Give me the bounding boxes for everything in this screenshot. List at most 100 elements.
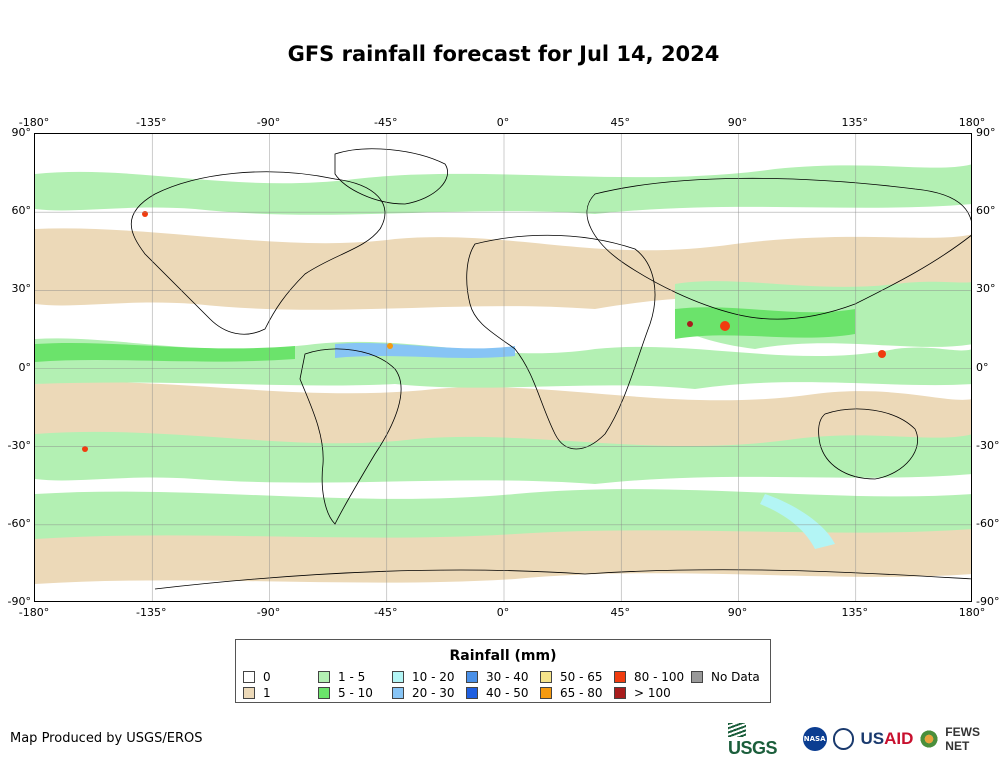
legend-swatch xyxy=(318,687,330,699)
legend-label: 65 - 80 xyxy=(560,686,603,700)
legend-label: 20 - 30 xyxy=(412,686,455,700)
legend-label: 5 - 10 xyxy=(338,686,373,700)
legend-swatch xyxy=(466,671,478,683)
rain-hotspot-south-pacific xyxy=(82,446,88,452)
legend-swatch xyxy=(243,671,255,683)
legend-swatch xyxy=(243,687,255,699)
right-lat-tick-label: 30° xyxy=(976,282,996,296)
rain-band-arctic xyxy=(35,164,971,215)
legend-item: 5 - 10 xyxy=(318,686,373,700)
antarctica-outline xyxy=(154,569,971,590)
legend-swatch xyxy=(466,687,478,699)
left-lat-tick-label: -60° xyxy=(7,516,31,530)
legend-title: Rainfall (mm) xyxy=(449,648,557,664)
legend: Rainfall (mm) 0 1 1 - 5 5 - 10 10 - 20 20 - 3… xyxy=(235,639,771,703)
rain-band-pacific-itcz xyxy=(35,342,295,362)
rain-band-southern-ocean-heavy xyxy=(760,494,835,549)
legend-swatch xyxy=(614,671,626,683)
legend-item: No Data xyxy=(691,670,760,684)
left-lat-tick-label: -30° xyxy=(7,438,31,452)
legend-swatch xyxy=(540,687,552,699)
south-america-outline xyxy=(299,348,402,525)
top-lon-tick-label: -45° xyxy=(374,116,398,129)
legend-label: 30 - 40 xyxy=(486,670,529,684)
top-lon-tick-label: 0° xyxy=(496,116,510,129)
legend-item: 65 - 80 xyxy=(540,686,603,700)
bottom-lon-tick-label: 90° xyxy=(727,606,748,619)
bottom-lon-tick-label: 0° xyxy=(496,606,510,619)
greenland-outline xyxy=(334,148,448,205)
fews-net-icon xyxy=(919,729,940,749)
legend-label: 1 - 5 xyxy=(338,670,366,684)
agency-logos: USGS NASA USAID FEWS NET xyxy=(728,722,1007,758)
rain-hotspot-arabian-sea xyxy=(687,321,693,327)
legend-label: 40 - 50 xyxy=(486,686,529,700)
usaid-logo: USAID xyxy=(860,729,914,748)
fews-net-logo: FEWS NET xyxy=(945,725,980,753)
legend-item: 30 - 40 xyxy=(466,670,529,684)
top-lon-tick-label: -90° xyxy=(256,116,281,129)
legend-label: 0 xyxy=(263,670,271,684)
rain-band-itcz xyxy=(35,338,971,389)
legend-item: 50 - 65 xyxy=(540,670,603,684)
usaid-seal-icon xyxy=(832,728,855,750)
map-title: GFS rainfall forecast for Jul 14, 2024 xyxy=(287,42,720,66)
rain-band-southern-ocean xyxy=(35,489,971,539)
right-lat-tick-label: -60° xyxy=(976,516,1000,530)
map-credit: Map Produced by USGS/EROS xyxy=(10,731,203,746)
left-lat-tick-label: 90° xyxy=(11,126,32,139)
rain-hotspot-west-pacific xyxy=(878,350,886,358)
bottom-lon-tick-label: -90° xyxy=(256,606,281,619)
bottom-lon-tick-label: 180° xyxy=(958,606,986,619)
top-lon-tick-label: 45° xyxy=(610,116,631,129)
left-lat-tick-label: -90° xyxy=(7,595,31,608)
graticule xyxy=(35,134,971,601)
asia-outline xyxy=(586,177,971,320)
legend-label: 50 - 65 xyxy=(560,670,603,684)
legend-label: 10 - 20 xyxy=(412,670,455,684)
legend-item: 1 xyxy=(243,686,271,700)
right-lat-tick-label: -30° xyxy=(976,438,1000,452)
legend-swatch xyxy=(540,671,552,683)
nasa-logo: NASA xyxy=(802,727,827,751)
usgs-wave-icon xyxy=(728,722,746,737)
africa-europe-outline xyxy=(466,234,656,450)
legend-swatch xyxy=(392,687,404,699)
bottom-lon-tick-label: 135° xyxy=(841,606,869,619)
legend-label: > 100 xyxy=(634,686,671,700)
legend-item: 20 - 30 xyxy=(392,686,455,700)
legend-item: 40 - 50 xyxy=(466,686,529,700)
right-lat-tick-label: 90° xyxy=(976,126,996,139)
top-lon-tick-label: -180° xyxy=(18,116,50,129)
rain-hotspot-alaska xyxy=(142,211,148,217)
bottom-lon-tick-label: -135° xyxy=(136,606,167,619)
top-lon-tick-label: 90° xyxy=(727,116,748,129)
usgs-logo: USGS xyxy=(728,719,797,759)
legend-swatch xyxy=(691,671,703,683)
legend-item: > 100 xyxy=(614,686,671,700)
bottom-lon-tick-label: -45° xyxy=(374,606,398,619)
bottom-lon-tick-label: -180° xyxy=(18,606,50,619)
rain-hotspot-bay-of-bengal xyxy=(720,321,730,331)
legend-swatch xyxy=(614,687,626,699)
right-lat-tick-label: -90° xyxy=(976,595,1000,608)
legend-item: 1 - 5 xyxy=(318,670,365,684)
top-lon-tick-label: 180° xyxy=(958,116,986,129)
north-america-outline xyxy=(130,171,386,335)
legend-swatch xyxy=(318,671,330,683)
bottom-lon-tick-label: 45° xyxy=(610,606,631,619)
legend-item: 0 xyxy=(243,670,271,684)
legend-swatch xyxy=(392,671,404,683)
legend-label: No Data xyxy=(711,670,760,684)
rainfall-field xyxy=(35,164,971,584)
rainfall-map xyxy=(34,133,972,602)
map-canvas xyxy=(35,134,971,601)
legend-label: 1 xyxy=(263,686,271,700)
left-lat-tick-label: 0° xyxy=(18,360,32,374)
rain-band-southern-storms xyxy=(35,431,971,484)
rain-hotspot-atlantic xyxy=(387,343,393,349)
rain-band-atlantic-itcz xyxy=(335,342,515,358)
left-lat-tick-label: 30° xyxy=(11,282,32,296)
coastlines xyxy=(130,148,971,590)
right-lat-tick-label: 60° xyxy=(976,204,996,218)
